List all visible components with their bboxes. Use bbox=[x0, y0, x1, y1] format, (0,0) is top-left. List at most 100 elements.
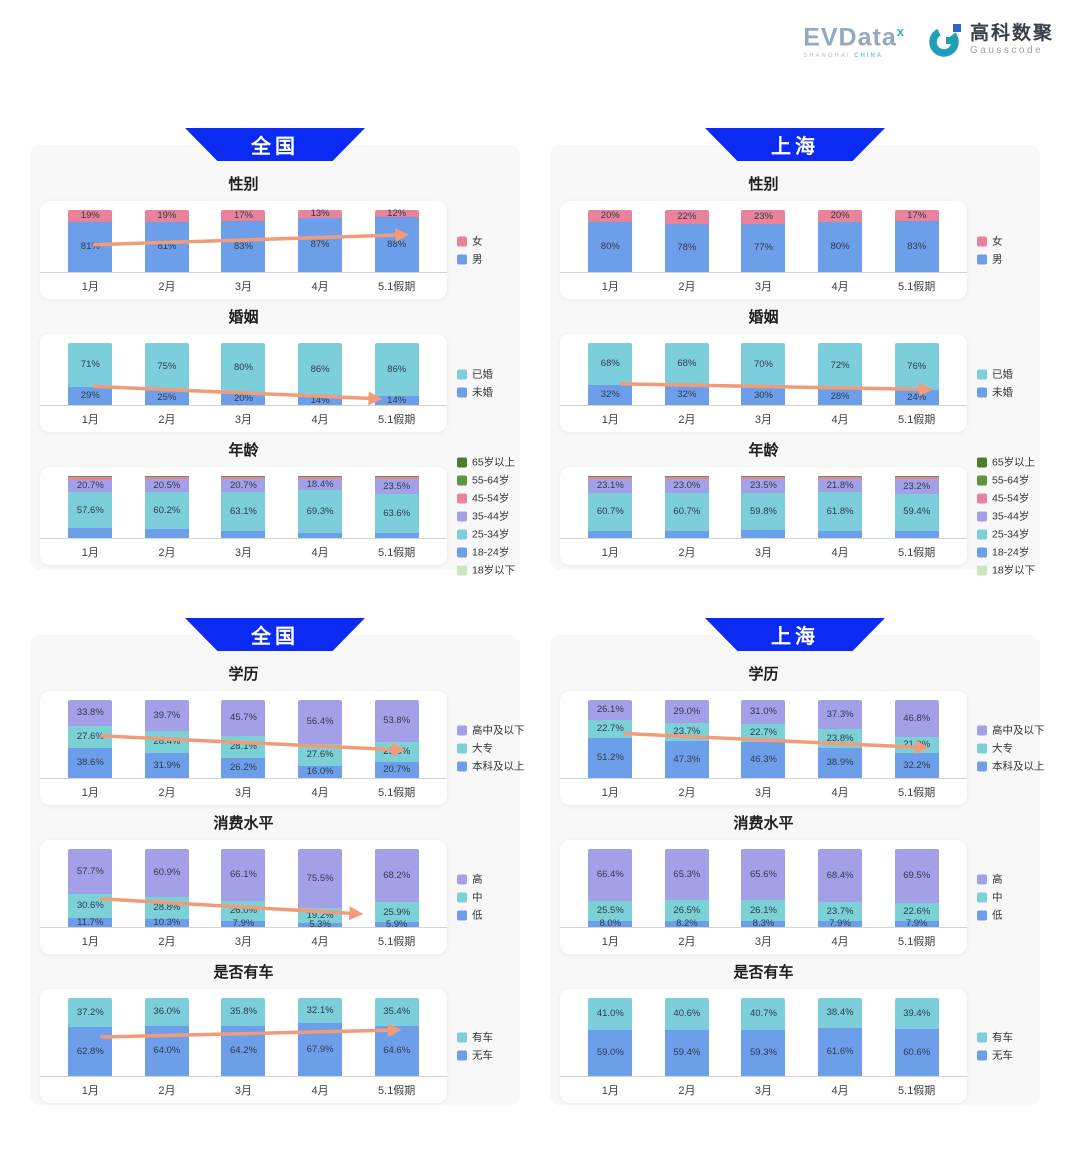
legend-label: 35-44岁 bbox=[992, 510, 1030, 523]
bar-segment-label: 23.5% bbox=[383, 480, 411, 492]
bar-segment-大专: 23.7% bbox=[664, 722, 709, 742]
chart-panel-row: 68% 32% 68% 32% 70% 30% 72% 28% 76% 24% 1月 2月 3月 4月 5.… bbox=[560, 334, 1013, 432]
legend-label: 18-24岁 bbox=[992, 546, 1030, 559]
legend-item-低[interactable]: 低 bbox=[457, 908, 483, 923]
legend-item-高中及以下[interactable]: 高中及以下 bbox=[977, 723, 1045, 738]
legend-item-未婚[interactable]: 未婚 bbox=[977, 385, 1013, 400]
legend-label: 18岁以下 bbox=[992, 564, 1036, 577]
legend-item-低[interactable]: 低 bbox=[977, 908, 1003, 923]
month-label: 3月 bbox=[234, 414, 253, 426]
stacked-bar-5.1假期: 76% 24% bbox=[894, 343, 939, 405]
legend-item-未婚[interactable]: 未婚 bbox=[457, 385, 493, 400]
legend-item-本科及以上[interactable]: 本科及以上 bbox=[457, 759, 525, 774]
x-axis: 1月 2月 3月 4月 5.1假期 bbox=[40, 272, 447, 294]
bar-segment-18-24岁 bbox=[374, 533, 419, 538]
legend-item-18岁以下[interactable]: 18岁以下 bbox=[977, 563, 1035, 578]
legend-item-已婚[interactable]: 已婚 bbox=[977, 367, 1013, 382]
bar-segment-45-54岁 bbox=[818, 476, 863, 479]
legend-item-18-24岁[interactable]: 18-24岁 bbox=[457, 545, 515, 560]
bar-segment-label: 27.6% bbox=[306, 749, 334, 761]
legend-item-无车[interactable]: 无车 bbox=[977, 1048, 1013, 1063]
legend-item-35-44岁[interactable]: 35-44岁 bbox=[977, 509, 1035, 524]
legend-item-大专[interactable]: 大专 bbox=[977, 741, 1045, 756]
chart-panel-row: 71% 29% 75% 25% 80% 20% 86% 14% 86% 14% 1月 2月 3月 4月 5.… bbox=[40, 334, 493, 432]
bar-segment-label: 23% bbox=[753, 211, 773, 223]
bar-segment-label: 23.7% bbox=[826, 905, 854, 917]
legend-item-18-24岁[interactable]: 18-24岁 bbox=[977, 545, 1035, 560]
bar-segment-已婚: 86% bbox=[298, 343, 343, 397]
stacked-bar-2月: 23.0% 60.7% bbox=[664, 476, 709, 538]
legend-item-本科及以上[interactable]: 本科及以上 bbox=[977, 759, 1045, 774]
legend-item-25-34岁[interactable]: 25-34岁 bbox=[457, 527, 515, 542]
legend-item-男[interactable]: 男 bbox=[457, 252, 483, 267]
legend-item-有车[interactable]: 有车 bbox=[977, 1030, 1013, 1045]
header-logos: EVDatax SHANGHAI CHINA 高科数聚 Gausscode bbox=[803, 22, 1054, 59]
month-label: 3月 bbox=[234, 547, 253, 559]
legend-item-55-64岁[interactable]: 55-64岁 bbox=[977, 473, 1035, 488]
legend-swatch bbox=[977, 387, 987, 397]
chart-panel-row: 66.4% 25.5% 8.0% 65.3% 26.5% 8.2% 65.6% 26.1% 8.… bbox=[560, 840, 1003, 954]
legend-swatch bbox=[457, 475, 467, 485]
legend-item-45-54岁[interactable]: 45-54岁 bbox=[977, 491, 1035, 506]
legend-item-已婚[interactable]: 已婚 bbox=[457, 367, 493, 382]
bar-segment-label: 41.0% bbox=[596, 1008, 624, 1020]
legend-swatch bbox=[457, 493, 467, 503]
legend-item-大专[interactable]: 大专 bbox=[457, 741, 525, 756]
bar-segment-有车: 32.1% bbox=[298, 998, 343, 1024]
bar-segment-男: 81% bbox=[144, 221, 189, 272]
legend-item-中[interactable]: 中 bbox=[457, 890, 483, 905]
legend-item-有车[interactable]: 有车 bbox=[457, 1030, 493, 1045]
legend-item-65岁以上[interactable]: 65岁以上 bbox=[457, 455, 515, 470]
stacked-bar-3月: 80% 20% bbox=[221, 343, 266, 405]
bar-chart-panel: 19% 81% 19% 81% 17% 83% 13% 87% 12% 88% 1月 2月 3月 4月 5.… bbox=[40, 201, 447, 299]
legend-item-女[interactable]: 女 bbox=[457, 234, 483, 249]
bar-segment-label: 12% bbox=[387, 207, 407, 219]
legend-item-高[interactable]: 高 bbox=[977, 872, 1003, 887]
legend-item-高[interactable]: 高 bbox=[457, 872, 483, 887]
bar-segment-本科及以上: 38.9% bbox=[818, 747, 863, 778]
legend-item-55-64岁[interactable]: 55-64岁 bbox=[457, 473, 515, 488]
chart-gender: 性别 20% 80% 22% 78% 23% 77% 20% 80% 17% 83% 1月 2月 3月 4月… bbox=[550, 173, 1040, 299]
bar-segment-label: 28.8% bbox=[153, 901, 181, 913]
bar-segment-label: 87% bbox=[310, 239, 330, 251]
bar-segment-18-24岁 bbox=[894, 530, 939, 538]
bar-segment-女: 22% bbox=[664, 210, 709, 224]
legend-item-45-54岁[interactable]: 45-54岁 bbox=[457, 491, 515, 506]
legend-item-65岁以上[interactable]: 65岁以上 bbox=[977, 455, 1035, 470]
bar-segment-本科及以上: 47.3% bbox=[664, 741, 709, 778]
legend-item-18岁以下[interactable]: 18岁以下 bbox=[457, 563, 515, 578]
stacked-bar-1月: 66.4% 25.5% 8.0% bbox=[588, 849, 633, 928]
legend-item-中[interactable]: 中 bbox=[977, 890, 1003, 905]
bar-segment-label: 32.2% bbox=[903, 759, 931, 771]
legend-swatch bbox=[977, 910, 987, 920]
bar-segment-label: 20.7% bbox=[383, 764, 411, 776]
bar-segment-35-44岁: 20.7% bbox=[221, 479, 266, 493]
legend-item-女[interactable]: 女 bbox=[977, 234, 1003, 249]
bar-segment-label: 68.2% bbox=[383, 869, 411, 881]
bar-segment-label: 60.9% bbox=[153, 867, 181, 879]
bar-segment-女: 17% bbox=[221, 210, 266, 221]
bar-segment-label: 51.2% bbox=[596, 752, 624, 764]
stacked-bar-5.1假期: 46.8% 21.0% 32.2% bbox=[894, 700, 939, 778]
legend-item-无车[interactable]: 无车 bbox=[457, 1048, 493, 1063]
evdata-word-text: EVData bbox=[803, 23, 897, 52]
bar-segment-label: 69.5% bbox=[903, 870, 931, 882]
legend-item-35-44岁[interactable]: 35-44岁 bbox=[457, 509, 515, 524]
legend-item-男[interactable]: 男 bbox=[977, 252, 1003, 267]
legend: 已婚 未婚 bbox=[977, 367, 1013, 400]
legend-label: 女 bbox=[992, 235, 1003, 248]
bar-chart-panel: 23.1% 60.7% 23.0% 60.7% 23.5% 59.8% 21.8% 61.8%… bbox=[560, 467, 967, 565]
bar-segment-男: 80% bbox=[818, 222, 863, 272]
bar-segment-有车: 36.0% bbox=[144, 998, 189, 1027]
bar-segment-低: 8.2% bbox=[664, 919, 709, 928]
stacked-bar-3月: 70% 30% bbox=[741, 343, 786, 405]
legend-item-25-34岁[interactable]: 25-34岁 bbox=[977, 527, 1035, 542]
month-label: 3月 bbox=[754, 936, 773, 948]
bar-segment-label: 67.9% bbox=[306, 1043, 334, 1055]
legend-item-高中及以下[interactable]: 高中及以下 bbox=[457, 723, 525, 738]
bar-segment-label: 5.9% bbox=[385, 918, 408, 930]
bar-segment-label: 7.9% bbox=[829, 918, 851, 930]
stacked-bar-4月: 68.4% 23.7% 7.9% bbox=[818, 849, 863, 930]
month-label: 2月 bbox=[678, 547, 696, 559]
legend-label: 大专 bbox=[992, 742, 1013, 755]
